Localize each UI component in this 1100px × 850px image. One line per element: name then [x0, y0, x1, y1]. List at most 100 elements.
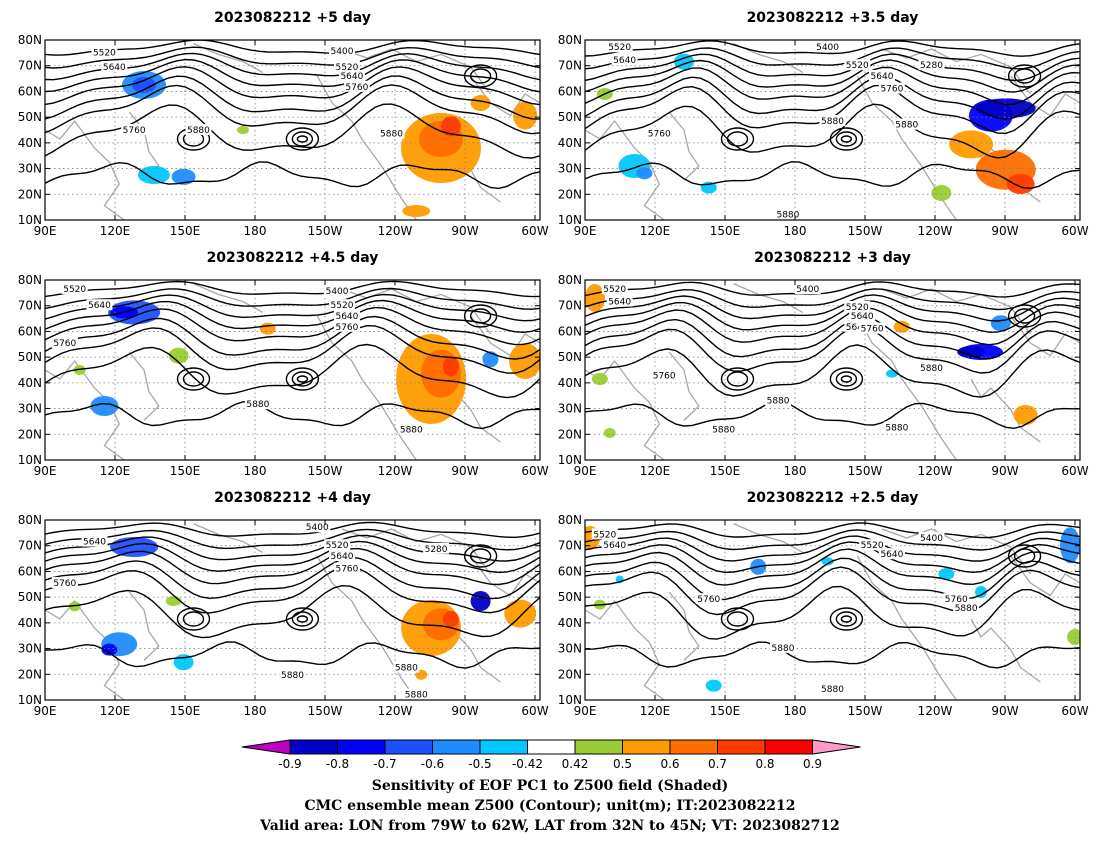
sensitivity-shading [68, 537, 537, 680]
closed-contour [726, 371, 749, 387]
coastline [316, 75, 417, 220]
lon-tick-label: 150E [170, 224, 201, 238]
contour-label: 5880 [246, 400, 269, 410]
lat-tick-label: 30N [18, 162, 42, 176]
colorbar-label: -0.6 [421, 757, 444, 771]
shaded-region [482, 351, 499, 368]
coastline [585, 599, 665, 700]
shaded-region [402, 205, 431, 217]
lon-tick-label: 90W [451, 464, 478, 478]
contour-line [45, 547, 540, 586]
shaded-region [110, 537, 159, 557]
contour-labels: 5520564054005520564056405760576058805880… [601, 283, 945, 435]
lon-tick-label: 180 [784, 704, 807, 718]
closed-contour [296, 135, 309, 143]
coastline [193, 523, 264, 553]
closed-contour [835, 371, 858, 387]
coastline [668, 591, 700, 661]
lon-tick-label: 150W [308, 224, 343, 238]
lat-tick-label: 80N [558, 513, 582, 527]
lon-tick-label: 150W [848, 224, 883, 238]
lat-tick-label: 10N [18, 693, 42, 707]
contour-label: 5400 [816, 43, 839, 53]
colorbar-label: 0.9 [803, 757, 822, 771]
lat-tick-label: 80N [18, 273, 42, 287]
lat-tick-label: 10N [18, 453, 42, 467]
closed-contour [182, 371, 205, 387]
colorbar-swatch [384, 739, 433, 755]
lon-tick-label: 120E [640, 464, 671, 478]
closed-contour [726, 131, 749, 147]
contour-line [585, 641, 1080, 669]
shaded-region [636, 167, 653, 180]
closed-contour [296, 615, 309, 623]
lat-tick-label: 60N [558, 564, 582, 578]
colorbar-swatch [622, 739, 671, 755]
contour-label: 5880 [187, 126, 210, 136]
coastline [970, 618, 1041, 683]
contour-label: 5640 [88, 301, 111, 311]
contour-line [585, 522, 1080, 539]
contour-line [585, 585, 1080, 640]
lon-tick-label: 120W [378, 704, 413, 718]
lon-tick-label: 150W [308, 464, 343, 478]
contour-line [585, 59, 1080, 93]
contour-label: 5400 [331, 47, 354, 57]
lon-tick-label: 180 [244, 704, 267, 718]
lat-tick-label: 70N [18, 59, 42, 73]
lat-tick-label: 20N [558, 667, 582, 681]
contour-label: 5520 [63, 285, 86, 295]
lat-tick-label: 20N [18, 427, 42, 441]
sensitivity-shading [585, 284, 1038, 438]
contour-label: 5760 [653, 371, 676, 381]
lat-tick-label: 30N [558, 402, 582, 416]
lat-tick-label: 40N [18, 376, 42, 390]
lat-tick-label: 30N [18, 642, 42, 656]
lat-tick-label: 50N [558, 110, 582, 124]
map-panel-4: 2023082212 +3 day55205640540055205640564… [558, 250, 1089, 478]
contour-line [45, 315, 540, 360]
contour-line [45, 84, 540, 135]
coastline [881, 288, 1032, 335]
panel-frame [584, 279, 1081, 461]
colorbar-label: -0.9 [278, 757, 301, 771]
panel-title: 2023082212 +4.5 day [207, 250, 379, 266]
coastline [45, 119, 125, 220]
colorbar-swatch [289, 739, 338, 755]
lon-tick-label: 90W [451, 704, 478, 718]
panel-title: 2023082212 +3.5 day [747, 10, 919, 26]
contour-label: 5640 [340, 72, 363, 82]
contour-label: 5760 [861, 325, 884, 335]
shaded-region [470, 95, 491, 111]
shaded-region [137, 166, 170, 184]
contour-label: 5640 [613, 56, 636, 66]
panel-frame [584, 39, 1081, 221]
contour-label: 5520 [331, 301, 354, 311]
lat-tick-label: 20N [18, 187, 42, 201]
contour-line [585, 401, 1080, 430]
colorbar-label: 0.5 [613, 757, 632, 771]
lat-tick-label: 60N [18, 564, 42, 578]
contour-line [45, 52, 540, 81]
contour-label: 5760 [335, 565, 358, 575]
lat-tick-label: 30N [18, 402, 42, 416]
lon-tick-label: 60W [1061, 704, 1088, 718]
contour-label: 5760 [53, 579, 76, 589]
contour-label: 5760 [697, 595, 720, 605]
shaded-region [90, 396, 119, 416]
gridlines [45, 280, 540, 460]
closed-contour [840, 615, 853, 623]
shaded-region [1006, 174, 1035, 194]
contour-label: 5400 [306, 523, 329, 533]
contour-line [585, 53, 1080, 82]
colorbar-label: 0.8 [755, 757, 774, 771]
closed-contour [829, 607, 864, 631]
lon-tick-label: 90E [34, 224, 57, 238]
shaded-region [442, 611, 459, 627]
contour-line [585, 75, 1080, 120]
map-panel-2: 2023082212 +3.5 day552056405760540055205… [558, 10, 1089, 238]
lat-tick-label: 10N [558, 453, 582, 467]
contour-label: 5640 [608, 298, 631, 308]
coastline [856, 315, 957, 460]
